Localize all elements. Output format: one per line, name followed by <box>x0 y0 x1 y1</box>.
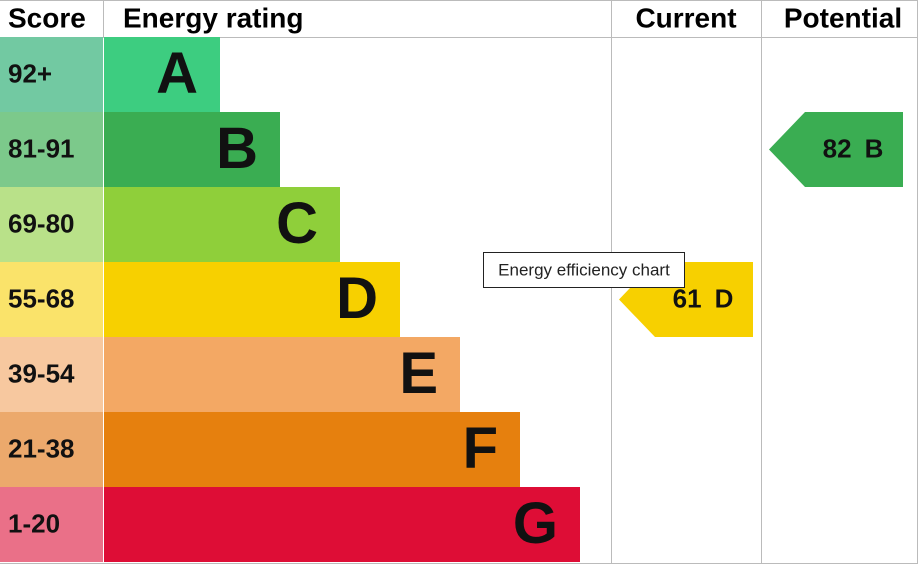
score-cell <box>0 187 103 262</box>
header-current: Current <box>635 2 736 33</box>
score-cell <box>0 262 103 337</box>
potential-letter: B <box>865 133 884 163</box>
header-potential: Potential <box>784 2 902 33</box>
score-cell <box>0 37 103 112</box>
score-label: 21-38 <box>8 433 75 463</box>
score-label: 55-68 <box>8 283 75 313</box>
potential-label: 82 B <box>823 133 884 163</box>
header-score: Score <box>8 2 86 33</box>
rating-letter: A <box>156 41 198 106</box>
rating-letter: E <box>399 341 438 406</box>
rating-bar <box>104 262 400 337</box>
current-letter: D <box>715 283 734 313</box>
current-label: 61 D <box>673 283 734 313</box>
score-label: 69-80 <box>8 208 75 238</box>
score-cell <box>0 412 103 487</box>
rating-bar <box>104 412 520 487</box>
header-rating: Energy rating <box>123 2 303 33</box>
rating-letter: D <box>336 266 378 331</box>
score-cell <box>0 112 103 187</box>
score-cell <box>0 337 103 412</box>
rating-bar <box>104 337 460 412</box>
rating-bar <box>104 37 220 112</box>
current-value: 61 <box>673 283 702 313</box>
rating-letter: B <box>216 116 258 181</box>
score-label: 81-91 <box>8 133 75 163</box>
score-label: 1-20 <box>8 508 60 538</box>
rating-letter: G <box>513 491 558 556</box>
score-cell <box>0 487 103 562</box>
rating-bar <box>104 112 280 187</box>
tooltip-text: Energy efficiency chart <box>498 260 670 279</box>
potential-arrow <box>769 112 903 187</box>
rating-letter: C <box>276 191 318 256</box>
score-label: 39-54 <box>8 358 75 388</box>
rating-letter: F <box>463 416 498 481</box>
rating-bar <box>104 487 580 562</box>
score-label: 92+ <box>8 58 52 88</box>
tooltip-box <box>483 252 685 288</box>
rating-bar <box>104 187 340 262</box>
potential-value: 82 <box>823 133 852 163</box>
